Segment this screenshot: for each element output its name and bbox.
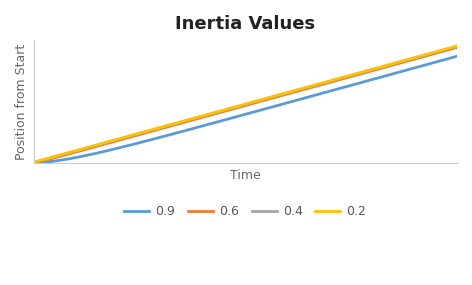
0.6 bbox=[454, 46, 460, 49]
0.2 bbox=[454, 44, 460, 48]
0.2 bbox=[129, 133, 135, 137]
0.2 bbox=[283, 91, 289, 95]
0.4 bbox=[112, 139, 118, 142]
0.6 bbox=[31, 161, 36, 164]
0.6 bbox=[249, 102, 254, 105]
0.9 bbox=[249, 111, 254, 114]
0.2 bbox=[420, 54, 426, 57]
0.4 bbox=[129, 134, 135, 137]
0.9 bbox=[31, 161, 36, 165]
0.2 bbox=[249, 101, 254, 104]
Legend: 0.9, 0.6, 0.4, 0.2: 0.9, 0.6, 0.4, 0.2 bbox=[119, 200, 371, 223]
Line: 0.4: 0.4 bbox=[34, 46, 457, 162]
0.4 bbox=[249, 101, 254, 105]
0.6 bbox=[112, 140, 118, 143]
Line: 0.6: 0.6 bbox=[34, 47, 457, 163]
0.6 bbox=[129, 135, 135, 139]
X-axis label: Time: Time bbox=[230, 169, 261, 182]
0.6 bbox=[283, 93, 289, 96]
0.4 bbox=[283, 92, 289, 95]
0.4 bbox=[31, 161, 36, 164]
0.9 bbox=[433, 60, 438, 64]
0.4 bbox=[433, 51, 438, 54]
0.2 bbox=[433, 50, 438, 54]
Y-axis label: Position from Start: Position from Start bbox=[15, 44, 28, 160]
0.4 bbox=[420, 54, 426, 58]
0.6 bbox=[433, 52, 438, 55]
Line: 0.2: 0.2 bbox=[34, 46, 457, 162]
Line: 0.9: 0.9 bbox=[34, 56, 457, 163]
0.9 bbox=[420, 64, 426, 67]
0.2 bbox=[31, 160, 36, 164]
0.9 bbox=[129, 143, 135, 146]
0.9 bbox=[283, 101, 289, 105]
Title: Inertia Values: Inertia Values bbox=[175, 15, 315, 33]
0.9 bbox=[112, 147, 118, 150]
0.2 bbox=[112, 138, 118, 142]
0.4 bbox=[454, 45, 460, 48]
0.6 bbox=[420, 55, 426, 58]
0.9 bbox=[454, 54, 460, 58]
